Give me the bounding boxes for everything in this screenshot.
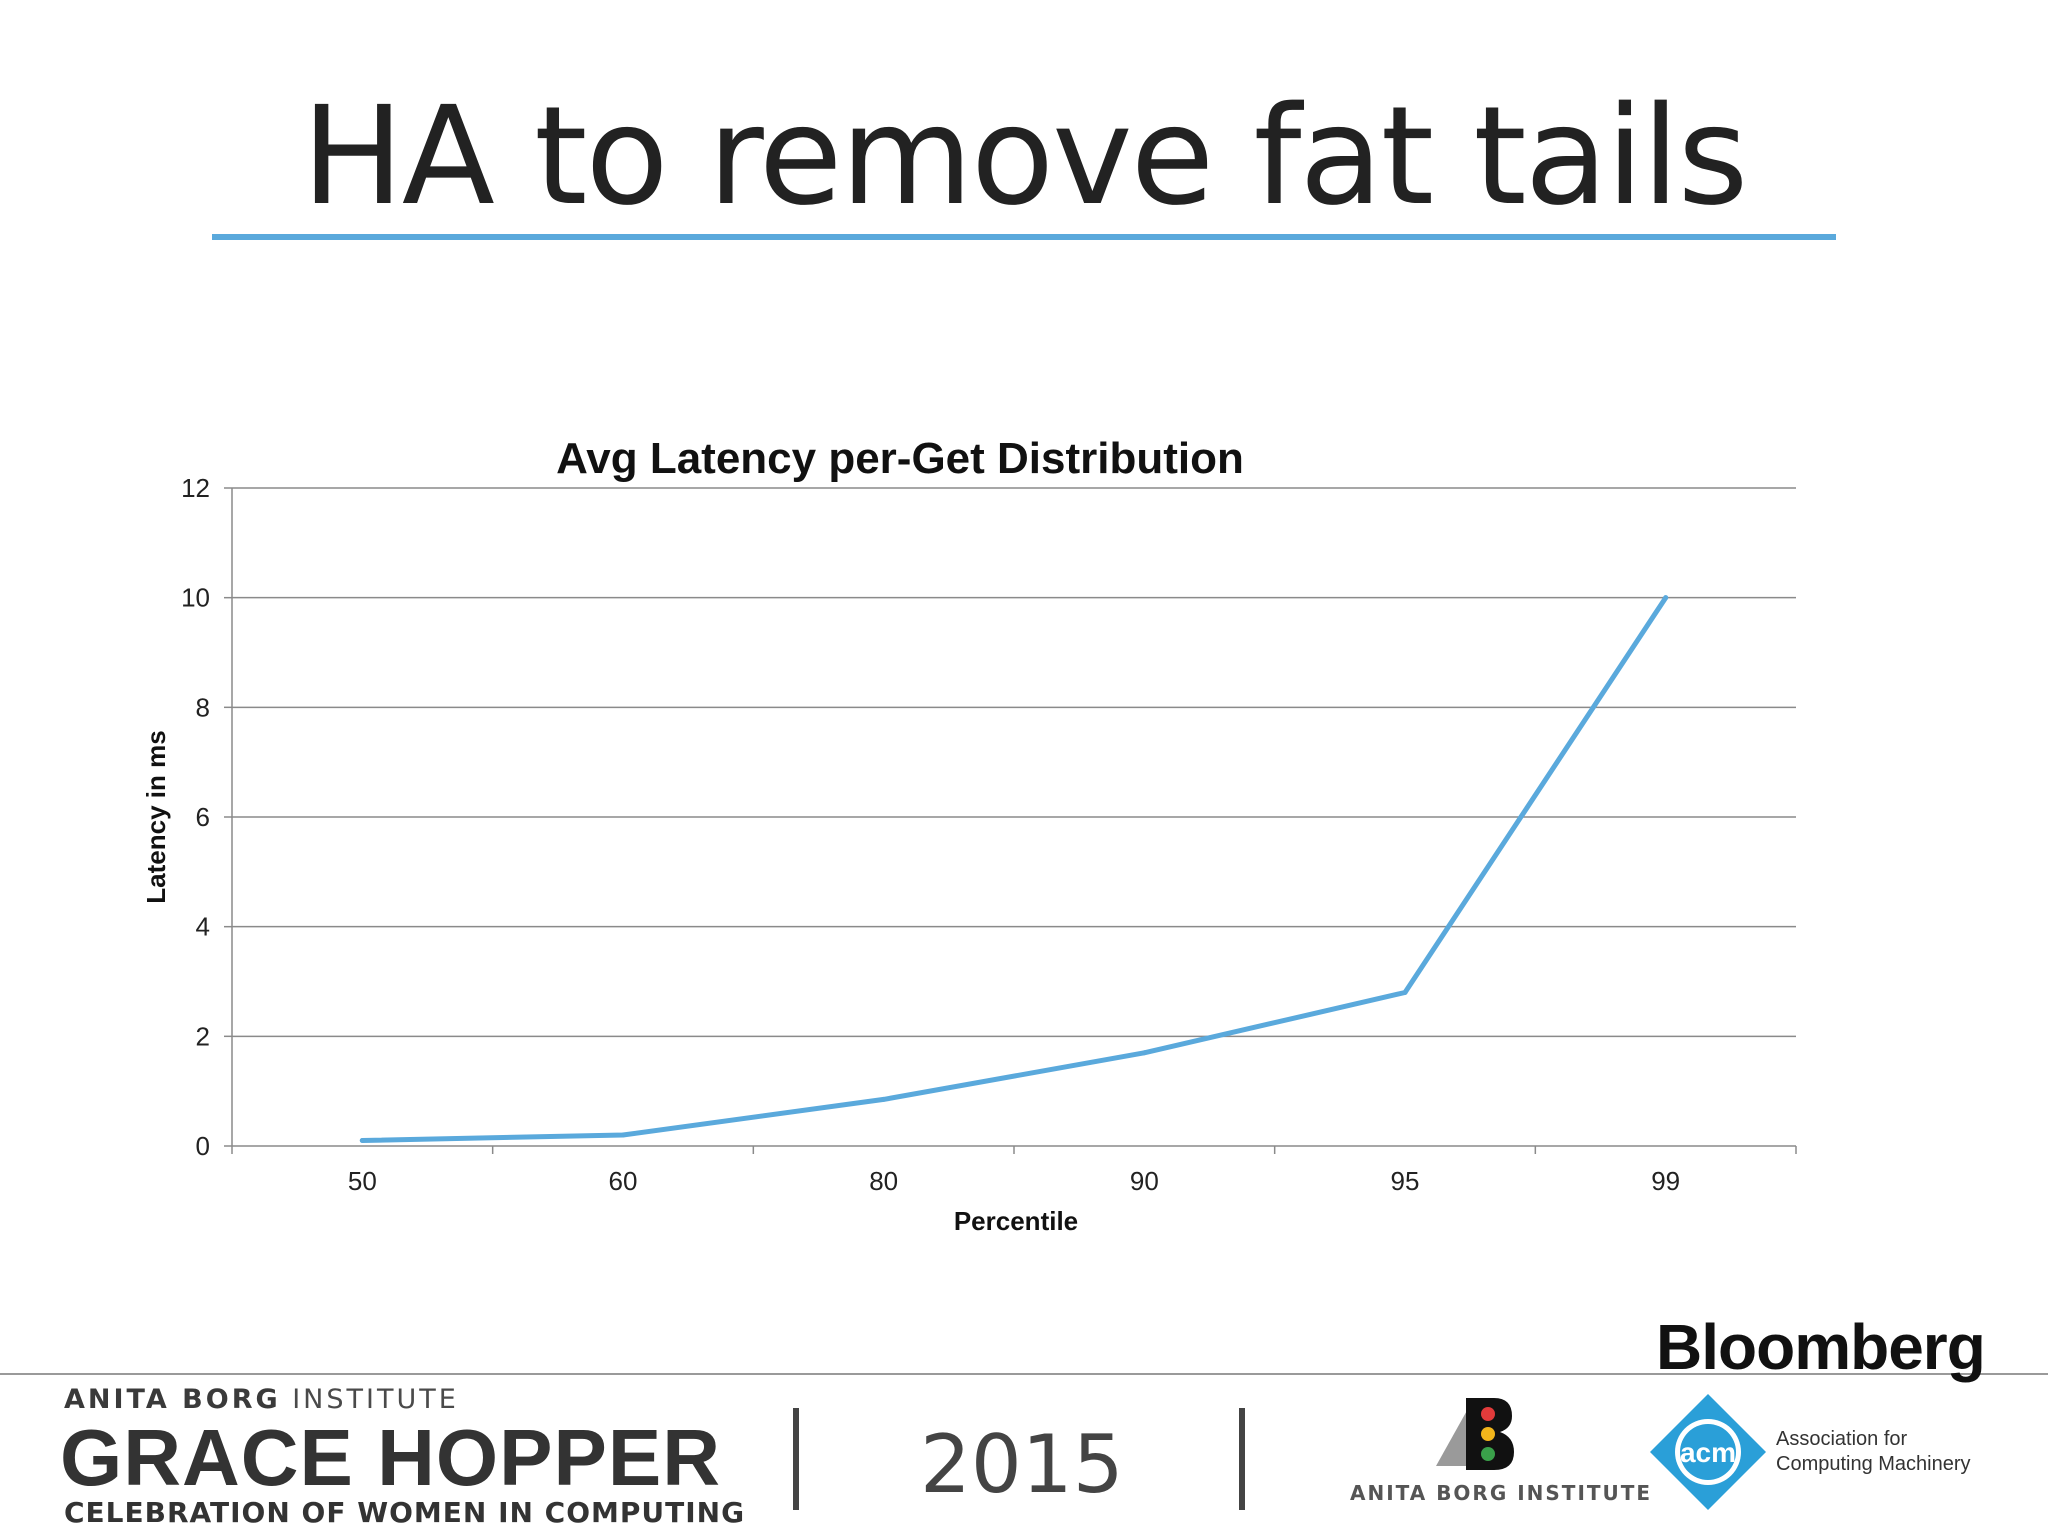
footer-separator-right — [1239, 1408, 1245, 1510]
data-point-p99 — [1663, 595, 1669, 601]
data-point-p60 — [620, 1132, 626, 1138]
data-point-p80 — [881, 1096, 887, 1102]
abi-rest: INSTITUTE — [280, 1384, 459, 1415]
y-axis-title: Latency in ms — [141, 730, 171, 903]
event-year: 2015 — [920, 1418, 1124, 1511]
grace-hopper-logo-text: GRACE HOPPER — [60, 1413, 721, 1502]
y-tick-label-4: 4 — [196, 912, 210, 942]
acm-name-line2: Computing Machinery — [1776, 1453, 1971, 1475]
y-tick-label-8: 8 — [196, 692, 210, 722]
latency-line-chart: Avg Latency per-Get Distribution 0 2 4 6 8 10… — [141, 434, 1797, 1236]
x-tick-label-90: 90 — [1130, 1166, 1159, 1196]
slide-title: HA to remove fat tails — [301, 78, 1749, 236]
acm-name-line1: Association for — [1776, 1428, 1908, 1450]
x-tick-label-99: 99 — [1651, 1166, 1680, 1196]
axes — [224, 487, 1797, 1154]
footer-separator-left — [793, 1408, 799, 1510]
x-tick-label-95: 95 — [1391, 1166, 1420, 1196]
acm-name: Association for Computing Machinery — [1776, 1427, 1971, 1477]
x-axis-title: Percentile — [954, 1206, 1078, 1236]
footer-divider — [0, 1373, 2048, 1375]
chart-title: Avg Latency per-Get Distribution — [556, 434, 1244, 483]
data-point-p50 — [359, 1138, 365, 1144]
title-underline — [212, 234, 1836, 240]
acm-logo-icon: acm — [1650, 1394, 1766, 1510]
x-tick-label-80: 80 — [869, 1166, 898, 1196]
y-tick-label-0: 0 — [196, 1131, 210, 1161]
y-tick-label-10: 10 — [181, 583, 210, 613]
x-tick-label-60: 60 — [609, 1166, 638, 1196]
latency-series-line — [359, 595, 1669, 1143]
anita-borg-institute-label: ANITA BORG INSTITUTE — [64, 1384, 459, 1415]
series-layer — [359, 595, 1669, 1144]
abi-bold: ANITA BORG — [64, 1384, 281, 1415]
y-tick-label-6: 6 — [196, 802, 210, 832]
anita-borg-logo-caption: ANITA BORG INSTITUTE — [1350, 1481, 1653, 1505]
acm-badge-text: acm — [1680, 1437, 1736, 1468]
y-tick-labels: 0 2 4 6 8 10 12 — [181, 473, 210, 1161]
gridlines — [232, 487, 1796, 1038]
x-tick-labels: 50 60 80 90 95 99 — [348, 1166, 1680, 1196]
data-point-p95 — [1402, 989, 1408, 995]
bloomberg-logo: Bloomberg — [1656, 1311, 1986, 1383]
x-tick-label-50: 50 — [348, 1166, 377, 1196]
y-tick-label-12: 12 — [181, 473, 210, 503]
data-point-p90 — [1141, 1050, 1147, 1056]
celebration-tagline: CELEBRATION OF WOMEN IN COMPUTING — [64, 1496, 746, 1529]
anita-borg-logo-icon — [1436, 1398, 1514, 1470]
y-tick-label-2: 2 — [196, 1021, 210, 1051]
